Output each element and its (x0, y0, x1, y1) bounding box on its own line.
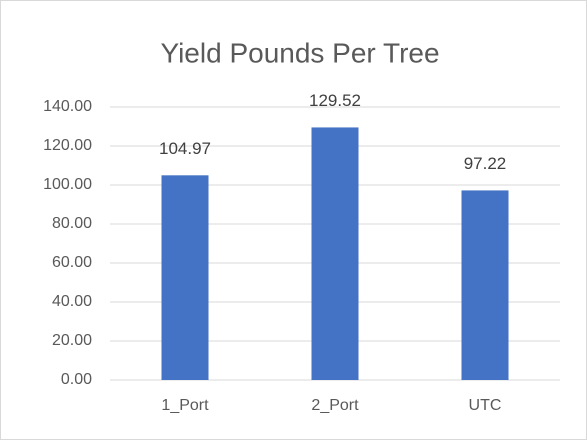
y-tick-label: 60.00 (52, 254, 92, 271)
x-tick-label: 1_Port (161, 397, 209, 414)
bar (161, 175, 209, 380)
y-tick-label: 140.00 (43, 98, 92, 115)
y-tick-label: 40.00 (52, 293, 92, 310)
y-tick-label: 0.00 (61, 371, 92, 388)
y-tick-label: 120.00 (43, 137, 92, 154)
y-tick-label: 100.00 (43, 176, 92, 193)
bar (311, 127, 359, 380)
chart-title: Yield Pounds Per Tree (160, 37, 439, 68)
x-tick-label: UTC (469, 397, 502, 414)
data-label: 129.52 (309, 91, 361, 110)
y-tick-label: 80.00 (52, 215, 92, 232)
data-label: 97.22 (464, 154, 507, 173)
data-label: 104.97 (159, 139, 211, 158)
bar (461, 190, 509, 380)
y-tick-label: 20.00 (52, 332, 92, 349)
x-tick-label: 2_Port (311, 397, 359, 414)
